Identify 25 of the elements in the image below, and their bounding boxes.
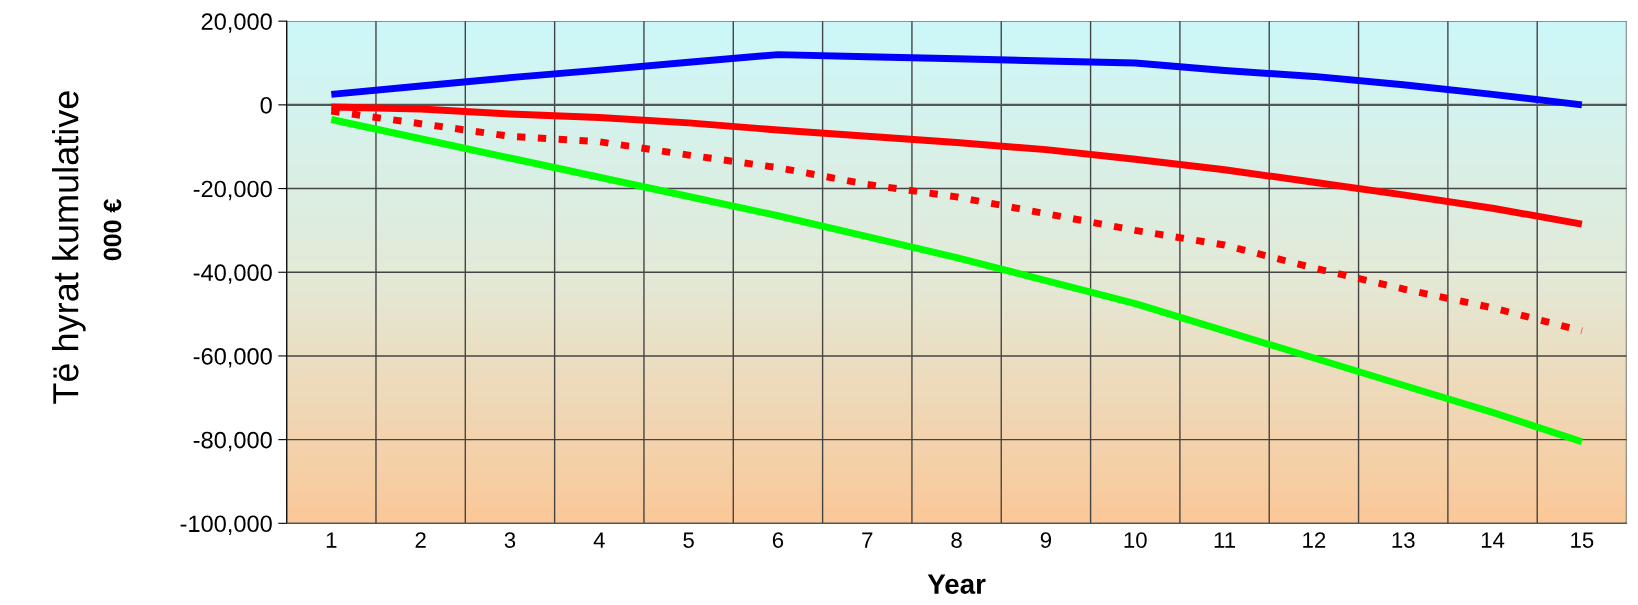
x-tick-label: 13 [1392,532,1415,548]
y-tick-label: 20,000 [201,13,272,33]
y-tick-label: -60,000 [193,348,272,368]
x-tick-label: 15 [1571,532,1594,548]
x-tick-label: 14 [1481,532,1505,548]
y-tick-label: -80,000 [193,431,272,452]
y-tick-label: 0 [260,96,272,114]
x-tick-label: 12 [1303,532,1326,548]
x-tick-label: 11 [1214,532,1236,548]
x-tick-label: 2 [415,532,426,548]
x-tick-label: 7 [862,532,873,548]
x-tick-label: 3 [504,532,516,548]
x-tick-label: 6 [772,532,784,548]
text: 000 € [103,199,122,261]
x-tick-label: 9 [1040,532,1052,548]
y-tick-label: -20,000 [193,180,272,201]
y-axis-title: Të hyrat kumulative [52,91,86,404]
x-axis-title: Year [927,574,986,594]
x-tick-label: 1 [326,532,337,548]
x-tick-label: 10 [1124,532,1147,548]
x-tick-label: 8 [951,532,962,548]
y-tick-label: -100,000 [180,515,272,535]
y-tick-label: -40,000 [193,264,272,284]
x-tick-label: 4 [593,532,605,548]
x-tick-label: 5 [683,532,694,548]
